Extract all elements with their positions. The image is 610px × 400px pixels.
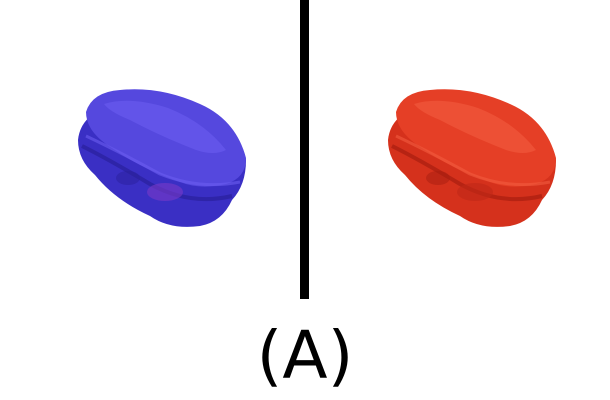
right-panel [310, 0, 610, 300]
sandwich-layer [395, 134, 551, 187]
sandwich-shape-blue [78, 89, 246, 227]
divider-line [300, 0, 309, 299]
sandwich-detail [116, 171, 140, 185]
sandwich-image-red [388, 89, 556, 227]
sandwich-layer [85, 134, 241, 187]
sandwich-highlight [104, 100, 226, 153]
sandwich-highlight [414, 100, 536, 153]
left-panel [0, 0, 300, 300]
sandwich-image-blue [78, 89, 246, 227]
sandwich-filling [81, 144, 233, 202]
sandwich-filling [391, 144, 543, 202]
sandwich-detail [457, 183, 493, 201]
sandwich-detail [147, 183, 183, 201]
sandwich-shape-red [388, 89, 556, 227]
figure-caption: (A) [256, 317, 354, 394]
sandwich-detail [426, 171, 450, 185]
